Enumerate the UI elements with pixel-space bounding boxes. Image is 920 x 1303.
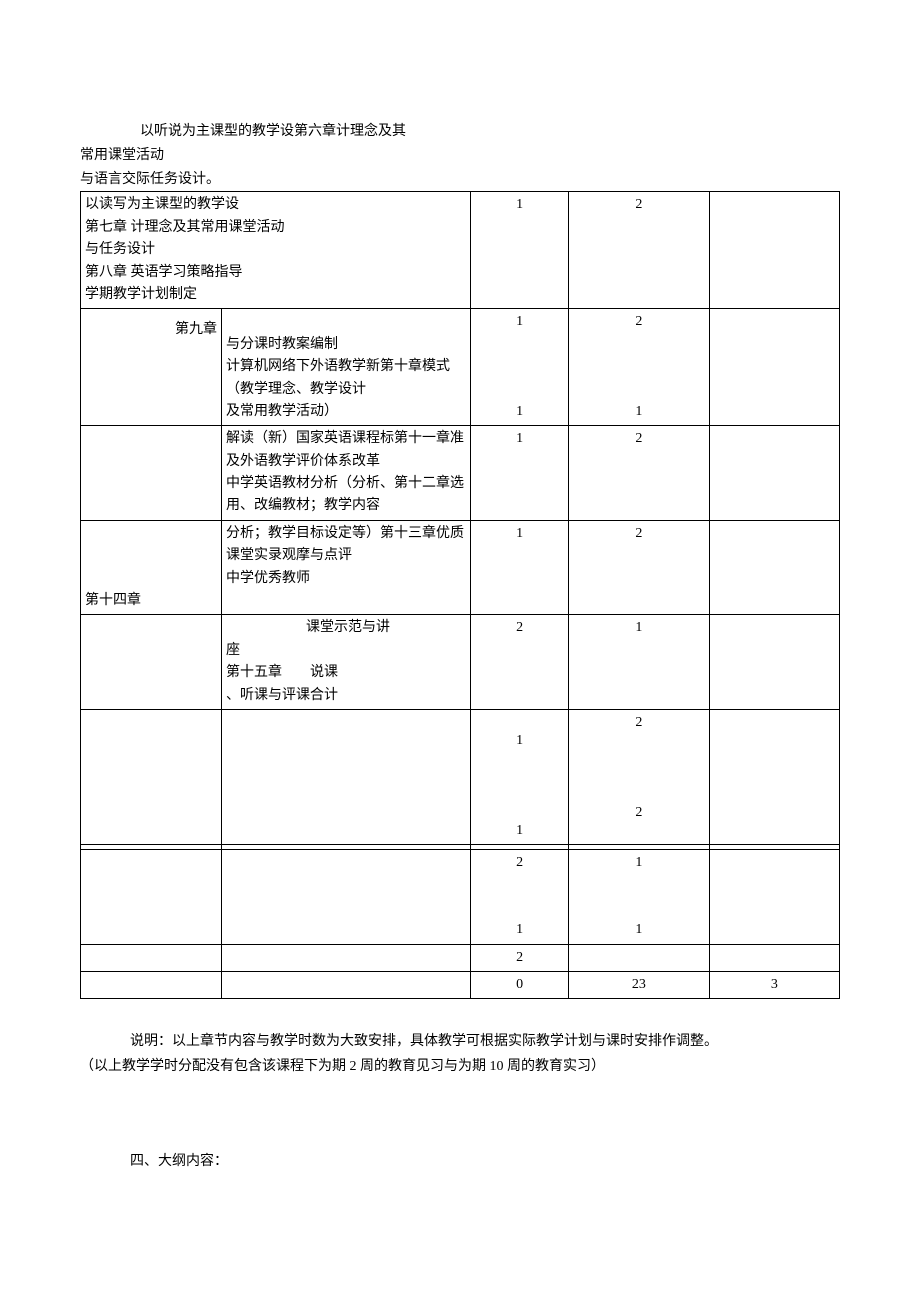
hours-col1: 21 <box>471 849 569 944</box>
table-row: 解读（新）国家英语课程标第十一章准及外语教学评价体系改革中学英语教材分析（分析、… <box>81 426 840 521</box>
pretext-line1: 以听说为主课型的教学设第六章计理念及其 <box>80 120 840 144</box>
chapter-cell <box>81 615 222 710</box>
table-row: 以读写为主课型的教学设第七章 计理念及其常用课堂活动与任务设计第八章 英语学习策… <box>81 192 840 309</box>
hours-col1: 11 <box>471 309 569 426</box>
chapter-cell <box>81 849 222 944</box>
note-line2: （以上教学学时分配没有包含该课程下为期 2 周的教育见习与为期 10 周的教育实… <box>80 1054 840 1079</box>
table-row: 0233 <box>81 971 840 998</box>
chapter-cell <box>81 971 222 998</box>
chapter-cell: 第十四章 <box>81 520 222 615</box>
content-cell <box>221 709 470 844</box>
hours-col1: 11 <box>471 709 569 844</box>
note-line1: 说明：以上章节内容与教学时数为大致安排，具体教学可根据实际教学计划与课时安排作调… <box>130 1029 840 1054</box>
content-cell: 课堂示范与讲座第十五章 说课、听课与评课合计 <box>221 615 470 710</box>
table-row: 2111 <box>81 849 840 944</box>
chapter-cell <box>81 709 222 844</box>
pretext-line2: 常用课堂活动 <box>80 144 840 168</box>
hours-col2 <box>568 944 709 971</box>
hours-col1: 0 <box>471 971 569 998</box>
hours-col1: 1 <box>471 520 569 615</box>
table-row: 2 <box>81 944 840 971</box>
note-text: 说明：以上章节内容与教学时数为大致安排，具体教学可根据实际教学计划与课时安排作调… <box>80 1029 840 1079</box>
hours-col2: 2 <box>568 426 709 521</box>
hours-col3 <box>709 615 839 710</box>
hours-col2: 21 <box>568 309 709 426</box>
hours-col3 <box>709 944 839 971</box>
chapter-cell <box>81 426 222 521</box>
hours-col2: 11 <box>568 849 709 944</box>
hours-col3: 3 <box>709 971 839 998</box>
hours-col1: 1 <box>471 192 569 309</box>
hours-col1: 2 <box>471 615 569 710</box>
chapter-cell: 第九章 <box>81 309 222 426</box>
hours-col2: 2 <box>568 192 709 309</box>
hours-col2: 22 <box>568 709 709 844</box>
content-cell <box>221 971 470 998</box>
hours-col1: 2 <box>471 944 569 971</box>
content-cell: 分析；教学目标设定等）第十三章优质课堂实录观摩与点评中学优秀教师 <box>221 520 470 615</box>
table-row: 课堂示范与讲座第十五章 说课、听课与评课合计21 <box>81 615 840 710</box>
hours-col2: 2 <box>568 520 709 615</box>
table-row: 1122 <box>81 709 840 844</box>
section-title: 四、大纲内容： <box>80 1150 840 1170</box>
content-cell: 解读（新）国家英语课程标第十一章准及外语教学评价体系改革中学英语教材分析（分析、… <box>221 426 470 521</box>
hours-col3 <box>709 192 839 309</box>
hours-col3 <box>709 849 839 944</box>
chapter-cell <box>81 944 222 971</box>
pre-table-text: 以听说为主课型的教学设第六章计理念及其 常用课堂活动 与语言交际任务设计。 <box>80 120 840 191</box>
content-cell: 与分课时教案编制计算机网络下外语教学新第十章模式（教学理念、教学设计及常用教学活… <box>221 309 470 426</box>
hours-col3 <box>709 709 839 844</box>
hours-col3 <box>709 520 839 615</box>
table-row: 第十四章分析；教学目标设定等）第十三章优质课堂实录观摩与点评中学优秀教师12 <box>81 520 840 615</box>
schedule-table: 以读写为主课型的教学设第七章 计理念及其常用课堂活动与任务设计第八章 英语学习策… <box>80 191 840 999</box>
content-cell <box>221 849 470 944</box>
hours-col1: 1 <box>471 426 569 521</box>
content-cell <box>221 944 470 971</box>
chapter-cell: 以读写为主课型的教学设第七章 计理念及其常用课堂活动与任务设计第八章 英语学习策… <box>81 192 471 309</box>
hours-col3 <box>709 309 839 426</box>
hours-col2: 23 <box>568 971 709 998</box>
hours-col3 <box>709 426 839 521</box>
hours-col2: 1 <box>568 615 709 710</box>
table-row: 第九章与分课时教案编制计算机网络下外语教学新第十章模式（教学理念、教学设计及常用… <box>81 309 840 426</box>
pretext-line3: 与语言交际任务设计。 <box>80 168 840 192</box>
